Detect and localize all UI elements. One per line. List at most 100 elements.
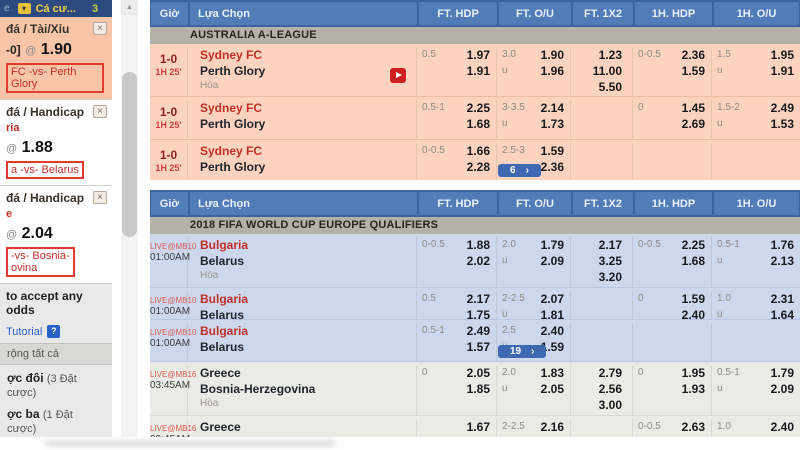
scroll-up-icon[interactable]: ▲ [121,0,138,15]
odds-value[interactable]: 1.88 [466,238,490,252]
odds-value[interactable]: 1.66 [466,144,490,158]
odds-value[interactable]: 1.76 [770,238,794,252]
odds-value[interactable]: 2.40 [770,420,794,434]
accept-odds-option[interactable]: to accept any odds [6,289,83,317]
odds-value[interactable]: 1.95 [681,366,705,380]
odds-value[interactable]: 1.59 [540,340,564,354]
away-team[interactable]: Belarus [200,340,245,354]
odds-value[interactable]: 1.64 [770,308,794,322]
scrollbar-thumb[interactable] [122,72,137,237]
more-bets-button[interactable]: 19 › [498,345,547,358]
odds-value[interactable]: 2.25 [466,101,490,115]
odds-value[interactable]: 2.05 [466,366,490,380]
odds-value[interactable]: 2.05 [540,382,564,396]
odds-value[interactable]: 1.67 [466,420,490,434]
odds-value[interactable]: 11.00 [592,64,622,78]
home-team[interactable]: Sydney FC [200,48,263,62]
odds-value[interactable]: 2.09 [770,382,794,396]
tutorial-link[interactable]: Tutorial ? [0,322,112,343]
hdp-line: 0-0.5 [638,421,661,432]
away-team[interactable]: Perth Glory [200,64,266,78]
odds-value[interactable]: 1.83 [540,366,564,380]
odds-value[interactable]: 2.07 [540,292,564,306]
odds-value[interactable]: 2.49 [466,324,490,338]
odds-value[interactable]: 1.59 [681,292,705,306]
ou-line: 2-2.5 [502,421,525,432]
1h-ou-cell: 1.0 2.31 u 1.64 [711,291,800,322]
odds-value[interactable]: 2.40 [540,324,564,338]
more-bets-button[interactable]: 6 › [498,164,541,177]
odds-value[interactable]: 5.50 [598,80,622,94]
odds-value[interactable]: 1.68 [466,117,490,131]
odds-value[interactable]: 1.91 [466,64,490,78]
odds-value[interactable]: 3.00 [598,398,622,412]
home-team[interactable]: Sydney FC [200,144,263,158]
live-tag: LIVE@MB16 [150,424,197,433]
home-team[interactable]: Bulgaria [200,292,249,306]
odds-value[interactable]: 2.79 [598,366,622,380]
odds-value[interactable]: 2.69 [681,117,705,131]
away-team[interactable]: Perth Glory [200,160,266,174]
odds-value[interactable]: 2.49 [770,101,794,115]
odds-value[interactable]: 2.14 [540,101,564,115]
odds-value[interactable]: 2.17 [598,238,622,252]
odds-value[interactable]: 2.13 [770,254,794,268]
odds-value[interactable]: 1.75 [466,308,490,322]
odds-value[interactable]: 2.63 [681,420,705,434]
score: 1-0 [159,148,178,162]
odds-value[interactable]: 2.16 [540,420,564,434]
away-team[interactable]: Belarus [200,254,245,268]
close-icon[interactable]: × [93,191,107,204]
close-icon[interactable]: × [93,105,107,118]
odds-value[interactable]: 1.57 [466,340,490,354]
away-team[interactable]: Bosnia-Herzegovina [200,382,316,396]
odds-value[interactable]: 1.91 [770,64,794,78]
odds-value[interactable]: 2.56 [598,382,622,396]
odds-value[interactable]: 2.02 [466,254,490,268]
odds-value[interactable]: 1.95 [770,48,794,62]
chevron-down-icon[interactable]: ▾ [17,3,31,14]
odds-value[interactable]: 2.36 [540,160,564,174]
treble-bet-count: (1 Đặt cược) [7,409,73,435]
odds-value[interactable]: 2.28 [466,160,490,174]
odds-value[interactable]: 1.90 [540,48,564,62]
odds-value[interactable]: 1.59 [540,144,564,158]
home-team[interactable]: Greece [200,420,241,434]
odds-value[interactable]: 2.25 [681,238,705,252]
odds-value[interactable]: 1.23 [598,48,622,62]
odds-value[interactable]: 1.68 [681,254,705,268]
odds-value[interactable]: 1.79 [770,366,794,380]
odds-value[interactable]: 3.25 [598,254,622,268]
home-team[interactable]: Bulgaria [200,238,249,252]
1h-hdp-cell: 0 1.45 2.69 [632,100,711,139]
hdp-line: 0 [638,367,644,378]
live-stream-icon[interactable] [390,68,406,83]
odds-value[interactable]: 1.79 [540,238,564,252]
odds-value[interactable]: 2.31 [770,292,794,306]
odds-value[interactable]: 1.81 [540,308,564,322]
odds-value[interactable]: 2.40 [681,308,705,322]
close-icon[interactable]: × [93,22,107,35]
bet-slip-tab[interactable]: Cá cư... [35,2,76,15]
odds-value[interactable]: 1.53 [770,117,794,131]
home-team[interactable]: Greece [200,366,241,380]
odds-value[interactable]: 1.45 [681,101,705,115]
odds-value[interactable]: 1.97 [466,48,490,62]
odds-value[interactable]: 1.59 [681,64,705,78]
away-team[interactable]: Perth Glory [200,117,266,131]
odds-value[interactable]: 1.73 [540,117,564,131]
match-time: LIVE@MB10 01:00AM [150,237,196,287]
odds-value[interactable]: 2.09 [540,254,564,268]
odds-value[interactable]: 2.17 [466,292,490,306]
home-team[interactable]: Bulgaria [200,324,249,338]
hdp-line: 0.5 [422,293,436,304]
expand-all-bar[interactable]: rộng tất cả [0,343,112,365]
odds-value[interactable]: 2.36 [681,48,705,62]
odds-value[interactable]: 1.96 [540,64,564,78]
away-team[interactable]: Belarus [200,308,245,322]
odds-value[interactable]: 3.20 [598,270,622,284]
home-team[interactable]: Sydney FC [200,101,263,115]
odds-value[interactable]: 1.93 [681,382,705,396]
odds-value[interactable]: 1.85 [466,382,490,396]
